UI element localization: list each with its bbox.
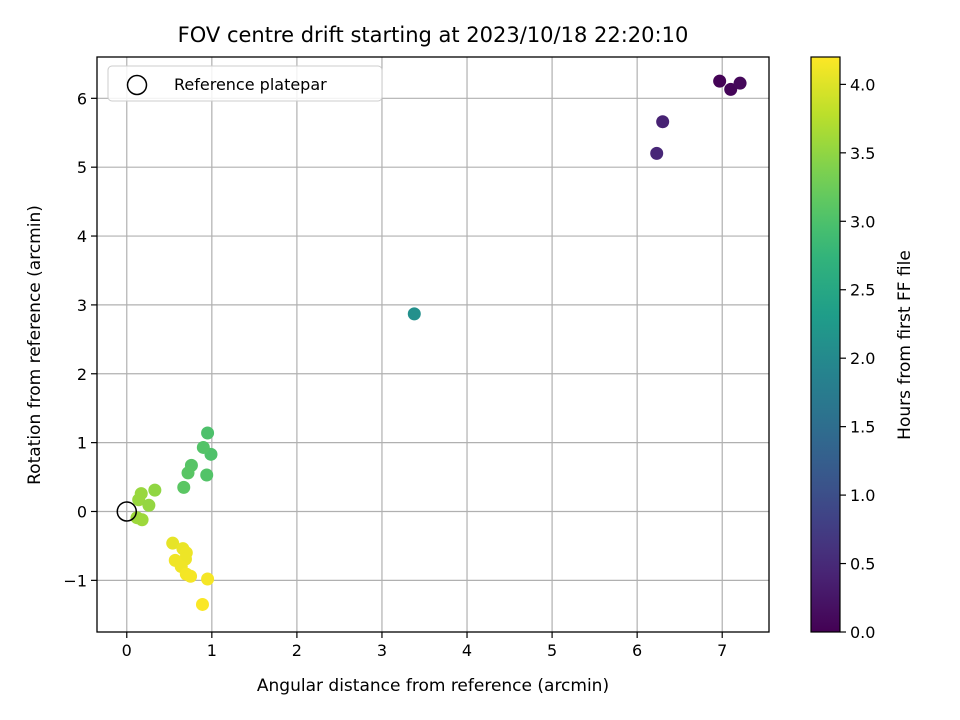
data-point (181, 466, 195, 480)
data-point (713, 74, 727, 88)
data-point (166, 536, 180, 550)
y-tick-label: 6 (77, 89, 87, 108)
data-points (130, 74, 747, 611)
data-point (407, 307, 421, 321)
x-tick-label: 5 (547, 641, 557, 660)
x-axis-label: Angular distance from reference (arcmin) (257, 676, 609, 696)
data-point (148, 483, 162, 497)
colorbar: 0.0 0.5 1.0 1.5 2.0 2.5 3.0 3.5 4.0 Hours from f… (810, 56, 915, 642)
data-point (201, 426, 215, 440)
y-tick-label: 4 (77, 227, 87, 246)
x-tick-label: 6 (632, 641, 642, 660)
reference-point-marker (116, 501, 138, 522)
x-tick-label: 3 (377, 641, 387, 660)
chart-title: FOV centre drift starting at 2023/10/18 … (178, 23, 689, 47)
colorbar-tick-label: 2.5 (850, 281, 875, 300)
data-point (142, 498, 156, 512)
x-tick-label: 1 (207, 641, 217, 660)
legend: Reference platepar (107, 65, 383, 102)
x-tick-label: 2 (292, 641, 302, 660)
x-axis-ticks: 0 1 2 3 4 5 6 7 (122, 632, 727, 660)
y-tick-label: 1 (77, 434, 87, 453)
x-tick-label: 4 (462, 641, 472, 660)
colorbar-tick-label: 2.0 (850, 349, 875, 368)
data-point (177, 480, 191, 494)
data-point (135, 513, 149, 527)
legend-label: Reference platepar (174, 75, 327, 94)
colorbar-tick-label: 1.0 (850, 486, 875, 505)
y-tick-label: 2 (77, 365, 87, 384)
data-point (184, 569, 198, 583)
colorbar-tick-label: 0.0 (850, 623, 875, 642)
colorbar-tick-label: 4.0 (850, 75, 875, 94)
legend-box (107, 65, 383, 102)
legend-marker-icon (126, 74, 148, 96)
data-point (724, 82, 738, 96)
colorbar-tick-label: 3.5 (850, 144, 875, 163)
grid (97, 57, 769, 632)
data-point (132, 493, 146, 507)
y-tick-label: 0 (77, 502, 87, 521)
y-tick-label: −1 (63, 571, 87, 590)
data-point (650, 146, 664, 160)
colorbar-tick-label: 1.5 (850, 418, 875, 437)
y-tick-label: 5 (77, 158, 87, 177)
x-tick-label: 0 (122, 641, 132, 660)
data-point (196, 440, 210, 454)
data-point (195, 597, 209, 611)
colorbar-tick-label: 3.0 (850, 212, 875, 231)
colorbar-ticks: 0.0 0.5 1.0 1.5 2.0 2.5 3.0 3.5 4.0 (840, 75, 875, 642)
colorbar-gradient (810, 56, 841, 633)
colorbar-label: Hours from first FF file (895, 250, 915, 440)
y-axis-ticks: −1 0 1 2 3 4 5 6 (63, 89, 97, 590)
colorbar-tick-label: 0.5 (850, 555, 875, 574)
data-point (733, 76, 747, 90)
data-point (201, 572, 215, 586)
data-point (200, 468, 214, 482)
data-point (656, 115, 670, 129)
y-axis-label: Rotation from reference (arcmin) (25, 205, 45, 485)
x-tick-label: 7 (717, 641, 727, 660)
y-tick-label: 3 (77, 296, 87, 315)
plot-frame (96, 56, 770, 633)
